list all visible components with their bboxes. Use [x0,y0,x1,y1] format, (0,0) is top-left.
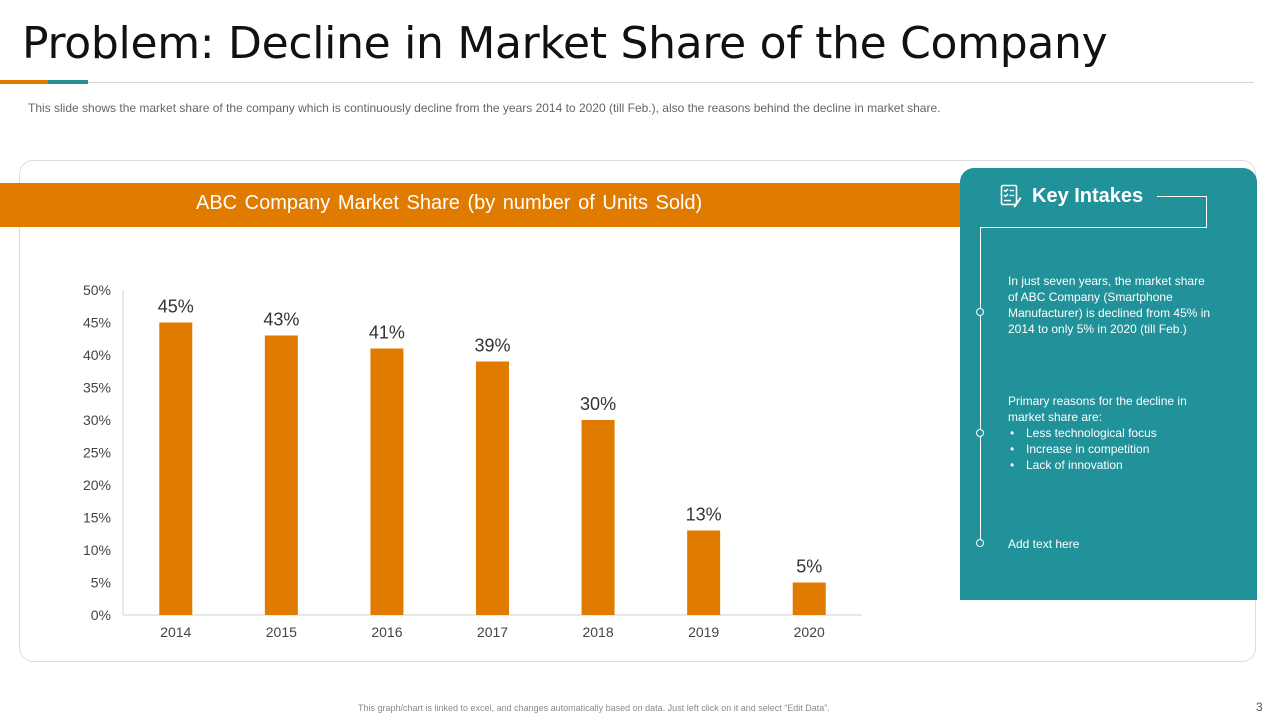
y-tick-label: 10% [83,542,111,558]
bar [370,348,404,615]
intake-item-1: In just seven years, the market share of… [1008,274,1211,336]
page-number: 3 [1256,700,1263,714]
x-tick-label: 2015 [266,624,297,640]
data-label: 13% [686,505,722,525]
data-label: 5% [796,557,822,577]
timeline-dot [976,308,984,316]
y-tick-label: 25% [83,445,111,461]
y-tick-label: 0% [91,607,111,623]
connector-line [1206,196,1207,228]
slide-subtitle: This slide shows the market share of the… [28,101,941,115]
bar [476,361,509,615]
timeline-dot [976,429,984,437]
data-label: 45% [158,297,194,317]
bar [159,322,193,615]
connector-line [1157,196,1207,197]
y-tick-label: 50% [83,282,111,298]
footnote: This graph/chart is linked to excel, and… [358,703,830,713]
bar [581,420,615,615]
x-tick-label: 2014 [160,624,191,640]
data-label: 41% [369,323,405,343]
chart-title-banner [0,183,960,227]
data-label: 43% [263,310,299,330]
timeline-dot [976,539,984,547]
connector-line [980,227,1206,228]
title-accent-orange [0,80,48,84]
chart-title: ABC Company Market Share (by number of U… [196,192,703,214]
y-tick-label: 20% [83,477,111,493]
key-intakes-header: Key Intakes [1000,183,1143,209]
title-accent-teal [48,80,88,84]
bar [687,530,721,615]
reason-item: Lack of innovation [1008,457,1218,473]
intake-item-2-intro: Primary reasons for the decline in marke… [1008,394,1187,424]
y-tick-label: 35% [83,380,111,396]
intake-item-3[interactable]: Add text here [1008,537,1080,551]
bar [264,335,298,615]
data-label: 39% [474,336,510,356]
timeline-line [980,228,981,544]
intake-item-2: Primary reasons for the decline in marke… [1008,393,1218,473]
market-share-bar-chart[interactable]: 0% 5% 10% 15% 20% 25% 30% 35% 40% 45% 50% 45% 2014 43… [0,240,900,660]
key-intakes-title: Key Intakes [1032,184,1144,207]
y-tick-label: 45% [83,315,111,331]
x-tick-label: 2019 [688,624,719,640]
bar [792,582,826,615]
x-tick-label: 2018 [582,624,613,640]
x-tick-label: 2016 [371,624,402,640]
y-tick-label: 15% [83,510,111,526]
data-label: 30% [580,394,616,414]
y-tick-label: 40% [83,347,111,363]
title-divider [88,82,1254,83]
reasons-list: Less technological focus Increase in com… [1008,425,1218,473]
reason-item: Increase in competition [1008,441,1218,457]
reason-item: Less technological focus [1008,425,1218,441]
y-tick-label: 5% [91,575,111,591]
key-intakes-panel [960,168,1257,600]
y-tick-label: 30% [83,412,111,428]
checklist-icon [1000,184,1022,208]
x-tick-label: 2020 [794,624,825,640]
slide-title: Problem: Decline in Market Share of the … [22,18,1108,69]
x-tick-label: 2017 [477,624,508,640]
